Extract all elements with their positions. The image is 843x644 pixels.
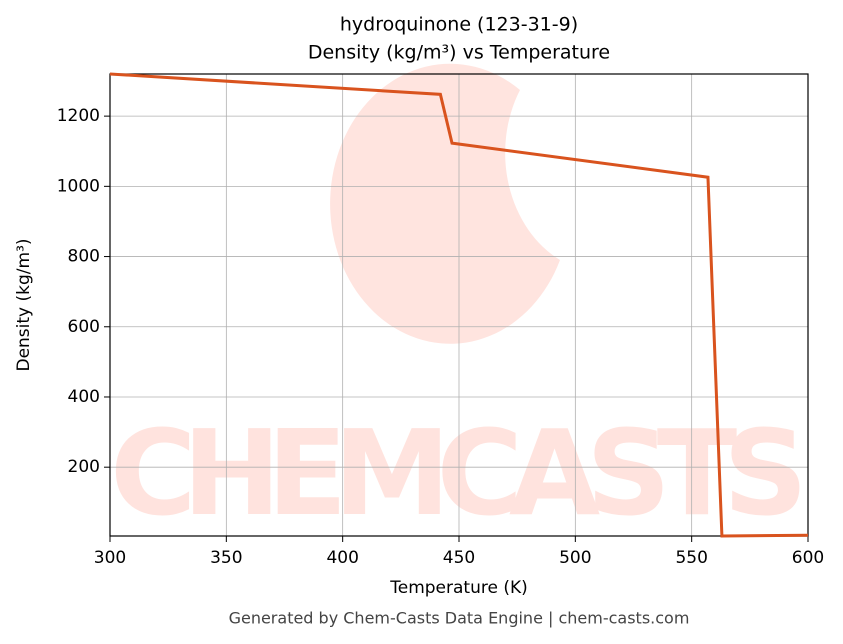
x-tick-label: 600 bbox=[792, 548, 824, 568]
y-tick-label: 400 bbox=[68, 387, 100, 407]
chart-title: Density (kg/m³) vs Temperature bbox=[308, 42, 610, 64]
y-tick-label: 1000 bbox=[57, 176, 100, 196]
footer: Generated by Chem-Casts Data Engine | ch… bbox=[229, 609, 690, 628]
y-axis-label: Density (kg/m³) bbox=[14, 238, 34, 371]
x-tick-label: 400 bbox=[326, 548, 358, 568]
x-tick-label: 550 bbox=[675, 548, 707, 568]
watermark-logo bbox=[330, 63, 560, 344]
data-line bbox=[109, 72, 809, 538]
y-tick-label: 600 bbox=[68, 317, 100, 337]
x-axis-label: Temperature (K) bbox=[389, 578, 528, 598]
x-tick-label: 350 bbox=[210, 548, 242, 568]
y-tick-label: 1200 bbox=[57, 106, 100, 126]
x-tick-label: 450 bbox=[443, 548, 475, 568]
x-tick-label: 300 bbox=[94, 548, 126, 568]
chart-title: hydroquinone (123-31-9) bbox=[340, 14, 578, 36]
y-tick-label: 200 bbox=[68, 457, 100, 477]
plot-frame bbox=[109, 73, 809, 537]
x-tick-label: 500 bbox=[559, 548, 591, 568]
y-tick-label: 800 bbox=[68, 247, 100, 267]
